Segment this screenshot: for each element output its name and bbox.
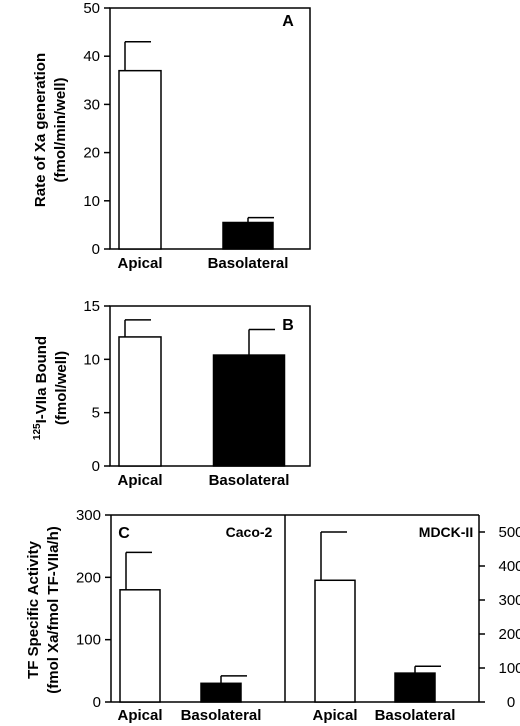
panel-c-caco2-bar-apical: [119, 589, 161, 703]
panel-c-caco2-category-label-apical: Apical: [117, 707, 162, 724]
panel-a-ylabel-units: (fmol/min/well): [52, 77, 69, 182]
panel-c-caco2-subtitle: Caco-2: [226, 524, 273, 540]
panel-a-ylabel: Rate of Xa generation: [32, 53, 49, 207]
panel-b-ytick-label: 15: [83, 298, 100, 315]
panel-c-mdck-bar-basolateral: [394, 672, 436, 703]
panel-b-bar-basolateral: [212, 354, 286, 467]
panel-c-mdck-ytick-label: 300: [498, 592, 520, 609]
panel-a-ytick-label: 20: [83, 145, 100, 162]
panel-c-caco2-ytick-label: 100: [76, 632, 101, 649]
panel-c-mdck-ytick-label: 200: [498, 626, 520, 643]
panel-a-frame: [109, 7, 311, 250]
panel-c-caco2-category-label-basolateral: Basolateral: [181, 707, 262, 724]
panel-b-ylabel-text: I-VIIa Bound: [33, 336, 50, 424]
panel-c-caco2-ytick-label: 200: [76, 569, 101, 586]
panel-b-ytick-label: 10: [83, 351, 100, 368]
panel-c-mdck-ytick-label: 500: [498, 524, 520, 541]
panel-a-ytick-label: 50: [83, 0, 100, 17]
panel-a-letter: A: [282, 13, 294, 30]
panel-a-bar-basolateral: [222, 221, 274, 250]
panel-c-mdck-category-label-apical: Apical: [312, 707, 357, 724]
panel-c-caco2-ytick-label: 300: [76, 507, 101, 524]
panel-b-ytick-label: 0: [92, 458, 100, 475]
panel-b-bar-apical: [118, 336, 162, 467]
panel-b-category-label-basolateral: Basolateral: [209, 472, 290, 489]
panel-a-ytick-label: 0: [92, 241, 100, 258]
panel-b-ylabel-units: (fmol/well): [53, 351, 70, 425]
panel-b-letter: B: [282, 317, 294, 334]
panel-b-ytick-label: 5: [92, 405, 100, 422]
panel-b-frame: [109, 305, 311, 467]
panel-c-letter: C: [118, 525, 130, 542]
panel-c-mdck-category-label-basolateral: Basolateral: [375, 707, 456, 724]
panel-c-mdck-bar-apical: [314, 579, 356, 703]
panel-a-ytick-label: 30: [83, 96, 100, 113]
panel-a-category-label-basolateral: Basolateral: [208, 255, 289, 272]
panel-a-ytick-label: 40: [83, 48, 100, 65]
panel-a-category-label-apical: Apical: [117, 255, 162, 272]
panel-a-bar-apical: [118, 69, 162, 250]
panel-c-mdck-subtitle: MDCK-II: [419, 524, 473, 540]
panel-c-caco2-ytick-label: 0: [93, 694, 101, 711]
panel-b-ylabel: 125I-VIIa Bound: [32, 336, 50, 440]
panel-a-ytick-label: 10: [83, 193, 100, 210]
panel-c-mdck-ytick-label: 400: [498, 558, 520, 575]
panel-c-mdck-ytick-label: 100: [498, 660, 520, 677]
panel-c-caco2-bar-basolateral: [200, 682, 242, 703]
panel-b-ylabel-superscript: 125: [32, 423, 43, 440]
panel-b-category-label-apical: Apical: [117, 472, 162, 489]
panel-c-ylabel: TF Specific Activity: [25, 540, 42, 678]
panel-c-mdck-ytick-label: 0: [507, 694, 515, 711]
panel-c-ylabel-units: (fmol Xa/fmol TF-VIIa/h): [45, 526, 62, 694]
